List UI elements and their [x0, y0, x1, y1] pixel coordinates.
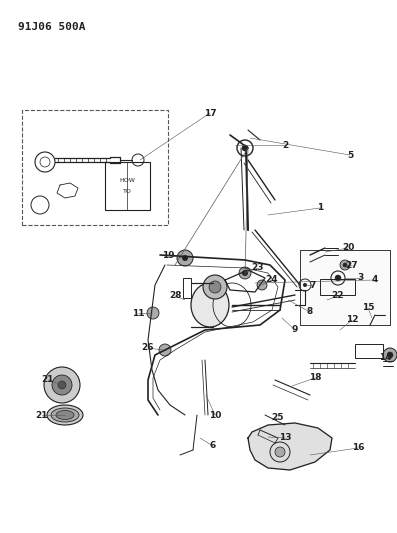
- Bar: [320, 279, 355, 295]
- Text: 11: 11: [132, 309, 144, 318]
- Circle shape: [209, 281, 221, 293]
- Circle shape: [203, 275, 227, 299]
- Text: 91J06 500A: 91J06 500A: [18, 22, 85, 32]
- Text: 21: 21: [42, 376, 54, 384]
- Circle shape: [147, 307, 159, 319]
- Text: 20: 20: [342, 244, 354, 253]
- Text: 25: 25: [272, 414, 284, 423]
- Text: 26: 26: [142, 343, 154, 352]
- Text: 6: 6: [210, 441, 216, 450]
- Circle shape: [182, 255, 188, 261]
- Polygon shape: [248, 423, 332, 470]
- Text: 28: 28: [169, 292, 181, 301]
- Text: 22: 22: [332, 292, 344, 301]
- Text: 19: 19: [162, 251, 174, 260]
- Text: 2: 2: [282, 141, 288, 149]
- Circle shape: [242, 270, 248, 276]
- Circle shape: [257, 280, 267, 290]
- Bar: [300, 250, 390, 325]
- Bar: [105, 162, 150, 210]
- Text: 14: 14: [379, 353, 391, 362]
- Circle shape: [44, 367, 80, 403]
- Circle shape: [340, 260, 350, 270]
- Circle shape: [239, 267, 251, 279]
- Text: 15: 15: [362, 303, 374, 312]
- Text: 12: 12: [346, 316, 358, 325]
- Bar: [355, 344, 383, 358]
- Circle shape: [52, 375, 72, 395]
- Circle shape: [383, 348, 397, 362]
- Text: HOW: HOW: [119, 177, 135, 183]
- Text: 1: 1: [317, 204, 323, 213]
- Text: 24: 24: [266, 276, 278, 285]
- Text: TO: TO: [123, 189, 132, 194]
- Text: 13: 13: [279, 433, 291, 442]
- Ellipse shape: [191, 283, 229, 327]
- Circle shape: [343, 263, 347, 267]
- Circle shape: [177, 250, 193, 266]
- Text: 4: 4: [372, 276, 378, 285]
- Circle shape: [159, 344, 171, 356]
- Bar: [22, 110, 168, 225]
- Text: 17: 17: [204, 109, 216, 117]
- Text: 10: 10: [209, 410, 221, 419]
- Ellipse shape: [51, 408, 79, 422]
- Circle shape: [275, 447, 285, 457]
- Bar: [300, 250, 390, 325]
- Text: 9: 9: [292, 326, 298, 335]
- Text: 21: 21: [36, 410, 48, 419]
- Text: 18: 18: [309, 374, 321, 383]
- Text: 8: 8: [307, 308, 313, 317]
- Circle shape: [58, 381, 66, 389]
- Circle shape: [335, 275, 341, 281]
- Ellipse shape: [47, 405, 83, 425]
- Text: 3: 3: [357, 273, 363, 282]
- Text: 27: 27: [346, 261, 358, 270]
- Bar: [183, 278, 191, 298]
- Text: 5: 5: [347, 150, 353, 159]
- Ellipse shape: [56, 410, 74, 419]
- Circle shape: [303, 283, 307, 287]
- Circle shape: [270, 442, 290, 462]
- Text: 23: 23: [252, 263, 264, 272]
- Circle shape: [387, 352, 393, 358]
- Text: 7: 7: [310, 280, 316, 289]
- Text: 16: 16: [352, 443, 364, 453]
- Circle shape: [242, 145, 248, 151]
